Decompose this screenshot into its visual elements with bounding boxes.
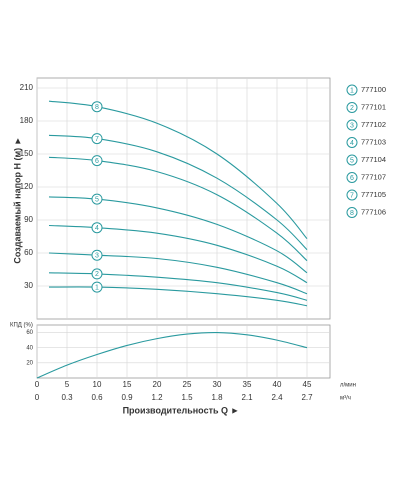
legend-marker (346, 154, 358, 166)
legend-marker (346, 172, 358, 183)
legend-label: 777104 (361, 155, 386, 164)
x-tick-label: 35 (243, 380, 252, 389)
x2-tick-label: 0.6 (91, 393, 103, 402)
legend-number: 6 (350, 175, 354, 182)
y-tick-label: 120 (20, 182, 34, 191)
curve-marker (91, 268, 103, 280)
curve-label: 6 (95, 158, 99, 165)
curve (36, 332, 308, 379)
x-tick-label: 40 (273, 380, 282, 389)
curve-label: 8 (95, 104, 99, 111)
x2-tick-label: 0 (35, 393, 40, 402)
legend-number: 3 (350, 122, 354, 129)
y-tick-label: 150 (20, 149, 34, 158)
legend-label: 777100 (361, 85, 386, 94)
legend-marker (346, 189, 358, 201)
curve-label: 3 (95, 253, 99, 260)
legend-number: 1 (350, 87, 354, 94)
y-tick-label: 210 (20, 83, 34, 92)
legend-marker (346, 119, 358, 131)
x-tick-label: 10 (93, 380, 102, 389)
x2-tick-label: 2.7 (301, 393, 313, 402)
x-unit: л/мин (340, 383, 356, 389)
curve (48, 100, 308, 240)
legend-label: 777107 (361, 172, 386, 181)
x2-tick-label: 2.1 (241, 393, 253, 402)
x-tick-label: 20 (153, 380, 162, 389)
curve-marker (91, 193, 103, 205)
y-tick-label: 60 (26, 330, 33, 336)
legend-number: 4 (350, 140, 354, 147)
curve-label: 1 (95, 284, 99, 291)
legend-label: 777103 (361, 137, 386, 146)
x2-tick-label: 1.5 (181, 393, 193, 402)
x2-tick-label: 1.8 (211, 393, 223, 402)
legend-number: 7 (350, 192, 354, 199)
legend-marker (346, 84, 358, 96)
x-tick-label: 15 (123, 380, 132, 389)
y-axis-label: Создаваемый напор H (м) ► (12, 136, 22, 263)
curve-marker (91, 101, 103, 113)
legend-label: 777101 (361, 102, 386, 111)
x-tick-label: 5 (65, 380, 70, 389)
x-tick-label: 25 (183, 380, 192, 389)
legend-marker (346, 207, 358, 218)
x-tick-label: 45 (303, 380, 312, 389)
x2-unit: м³/ч (340, 396, 351, 402)
x-tick-label: 30 (213, 380, 222, 389)
legend-number: 2 (350, 105, 354, 112)
legend-marker (346, 137, 358, 148)
y-tick-label: 60 (24, 248, 33, 257)
curve-label: 5 (95, 196, 99, 203)
curve (48, 156, 308, 262)
curve-marker (91, 222, 103, 234)
y-tick-label: 90 (24, 215, 33, 224)
x2-tick-label: 0.3 (61, 393, 73, 402)
curve (48, 134, 308, 251)
legend-label: 777106 (361, 207, 386, 216)
y-tick-label: 30 (24, 281, 33, 290)
curve-marker (91, 249, 103, 261)
y-tick-label: 180 (20, 116, 34, 125)
y-tick-label: 20 (26, 360, 33, 366)
y-tick-label: 40 (26, 345, 33, 351)
plot-frame (36, 324, 331, 379)
curve (48, 286, 308, 307)
x2-tick-label: 2.4 (271, 393, 283, 402)
legend-number: 5 (350, 157, 354, 164)
curve-marker (91, 155, 103, 167)
x-axis-label: Производительность Q ► (123, 405, 240, 415)
legend-label: 777105 (361, 190, 386, 199)
x-tick-label: 0 (35, 380, 40, 389)
x2-tick-label: 0.9 (121, 393, 133, 402)
curve-marker (91, 133, 103, 145)
legend-label: 777102 (361, 120, 386, 129)
curve-label: 4 (95, 225, 99, 232)
y-axis-label: КПД (%) (10, 323, 33, 329)
legend-marker (346, 102, 358, 113)
x2-tick-label: 1.2 (151, 393, 163, 402)
curve-marker (91, 281, 103, 293)
curve-label: 7 (95, 136, 99, 143)
curve-label: 2 (95, 271, 99, 278)
legend-number: 8 (350, 210, 354, 217)
